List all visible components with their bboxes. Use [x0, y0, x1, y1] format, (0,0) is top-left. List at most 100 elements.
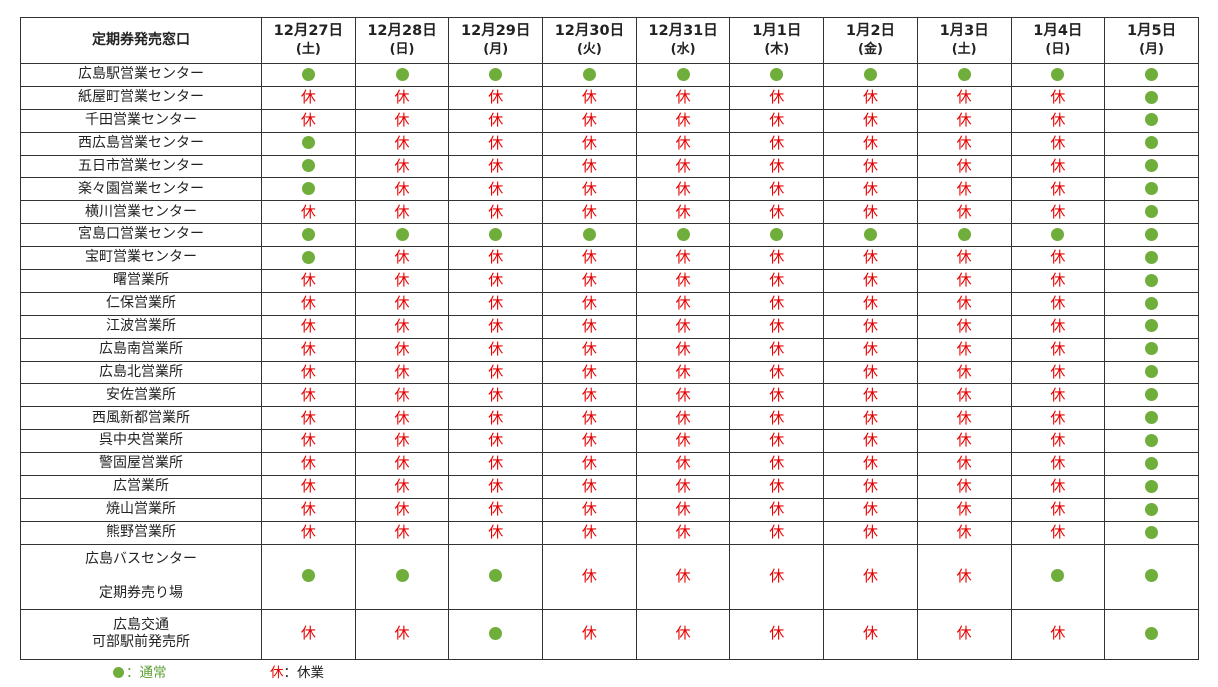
status-cell: 休	[542, 314, 637, 339]
day-weekday: (月)	[483, 42, 509, 58]
status-cell: 休	[542, 383, 637, 408]
closed-mark: 休	[394, 156, 410, 175]
open-dot-icon	[957, 67, 971, 81]
status-cell: 休	[261, 85, 356, 110]
open-dot-icon	[395, 227, 409, 241]
office-name-line: 広島駅営業センター	[78, 66, 204, 83]
status-cell: 休	[354, 406, 450, 431]
office-name-line: 宮島口営業センター	[78, 226, 204, 243]
status-cell: 休	[448, 291, 544, 316]
status-cell: 休	[729, 269, 825, 293]
status-cell: 休	[1010, 246, 1106, 271]
office-name-line: 西風新都営業所	[92, 409, 190, 426]
office-name-line: 定期券売り場	[99, 584, 183, 601]
status-cell: 休	[354, 429, 450, 454]
status-cell	[261, 63, 356, 87]
status-cell	[1104, 520, 1199, 545]
status-cell: 休	[635, 520, 731, 545]
status-cell: 休	[448, 497, 544, 522]
open-dot-icon	[1145, 67, 1159, 81]
closed-mark: 休	[956, 624, 972, 643]
closed-mark: 休	[862, 294, 878, 313]
status-cell: 休	[729, 177, 825, 202]
status-cell: 休	[354, 177, 450, 202]
office-name-line: 広島交通	[113, 616, 169, 633]
status-cell: 休	[916, 314, 1012, 339]
status-cell: 休	[542, 360, 637, 385]
day-date: 12月31日	[648, 23, 718, 40]
office-name: 紙屋町営業センター	[20, 85, 262, 110]
status-cell: 休	[354, 154, 450, 179]
table-row: 広島交通 可部駅前発売所 休 休 休 休 休 休 休 休	[20, 608, 1199, 660]
office-name: 横川営業センター	[20, 200, 262, 225]
closed-mark: 休	[1050, 408, 1066, 427]
closed-mark: 休	[956, 133, 972, 152]
status-cell: 休	[542, 154, 637, 179]
status-cell	[1104, 223, 1199, 248]
closed-mark: 休	[675, 133, 691, 152]
table-row: 西風新都営業所 休 休 休 休 休 休 休 休 休	[20, 406, 1199, 431]
status-cell: 休	[823, 429, 918, 454]
closed-mark: 休	[675, 408, 691, 427]
status-cell	[1104, 475, 1199, 499]
status-cell: 休	[823, 543, 918, 610]
open-dot-icon	[301, 182, 315, 196]
status-cell: 休	[542, 85, 637, 110]
status-cell: 休	[448, 246, 544, 271]
office-name: 広島南営業所	[20, 337, 262, 362]
closed-mark: 休	[675, 271, 691, 290]
status-cell: 休	[354, 337, 450, 362]
status-cell: 休	[448, 108, 544, 133]
closed-mark: 休	[862, 454, 878, 473]
table-row: 警固屋営業所 休 休 休 休 休 休 休 休 休	[20, 452, 1199, 477]
closed-mark: 休	[394, 133, 410, 152]
open-dot-icon	[1145, 411, 1159, 425]
closed-mark: 休	[394, 294, 410, 313]
status-cell: 休	[448, 383, 544, 408]
closed-mark: 休	[956, 454, 972, 473]
office-name: 宮島口営業センター	[20, 223, 262, 248]
closed-mark: 休	[581, 500, 597, 519]
open-dot-icon	[1145, 273, 1159, 287]
closed-mark: 休	[769, 566, 785, 585]
status-cell: 休	[823, 475, 918, 499]
status-cell: 休	[729, 608, 825, 660]
office-name-line: 曙営業所	[113, 272, 169, 289]
closed-mark: 休	[769, 523, 785, 541]
closed-mark: 休	[300, 294, 316, 313]
closed-mark: 休	[488, 179, 504, 198]
closed-mark: 休	[394, 431, 410, 450]
status-cell: 休	[261, 269, 356, 293]
status-cell	[261, 177, 356, 202]
status-cell: 休	[635, 608, 731, 660]
status-cell: 休	[729, 497, 825, 522]
status-cell: 休	[729, 452, 825, 477]
status-cell: 休	[916, 475, 1012, 499]
status-cell: 休	[729, 337, 825, 362]
closed-mark: 休	[769, 624, 785, 643]
status-cell: 休	[729, 85, 825, 110]
office-name-line: 熊野営業所	[106, 524, 176, 540]
open-dot-icon	[489, 227, 503, 241]
status-cell: 休	[916, 497, 1012, 522]
legend-closed-mark: 休	[270, 665, 284, 681]
status-cell: 休	[823, 131, 918, 156]
status-cell	[1104, 291, 1199, 316]
status-cell: 休	[823, 452, 918, 477]
status-cell	[916, 63, 1012, 87]
open-dot-icon	[301, 159, 315, 173]
status-cell: 休	[916, 360, 1012, 385]
status-cell: 休	[916, 452, 1012, 477]
closed-mark: 休	[1050, 294, 1066, 313]
status-cell: 休	[916, 608, 1012, 660]
status-cell: 休	[729, 475, 825, 499]
status-cell: 休	[1010, 475, 1106, 499]
status-cell	[1104, 131, 1199, 156]
closed-mark: 休	[1050, 88, 1066, 107]
status-cell: 休	[261, 108, 356, 133]
office-name: 千田営業センター	[20, 108, 262, 133]
status-cell: 休	[635, 131, 731, 156]
closed-mark: 休	[488, 500, 504, 519]
status-cell: 休	[261, 475, 356, 499]
closed-mark: 休	[862, 202, 878, 221]
